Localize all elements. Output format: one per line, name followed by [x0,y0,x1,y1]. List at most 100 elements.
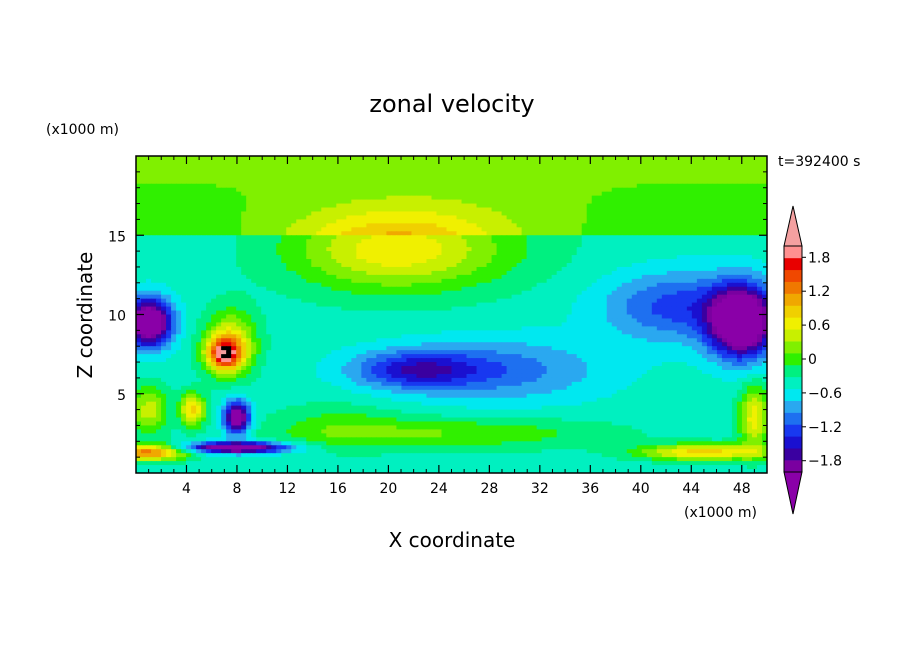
field-cell [301,306,307,312]
field-cell [436,199,443,205]
field-cell [136,306,142,312]
field-cell [571,262,578,268]
field-cell [486,179,493,185]
field-cell [171,259,177,264]
field-cell [601,239,608,244]
field-cell [396,278,403,284]
field-cell [196,171,202,177]
field-cell [436,187,443,193]
field-cell [416,247,423,252]
field-cell [621,274,628,280]
field-cell [721,159,728,165]
field-cell [356,286,362,292]
field-cell [336,195,342,201]
field-cell [261,235,267,240]
field-cell [651,203,658,209]
field-cell [626,270,633,276]
field-cell [346,215,352,220]
field-cell [676,294,683,300]
field-cell [336,270,342,276]
field-cell [511,306,518,312]
field-cell [621,207,628,213]
field-cell [736,294,743,300]
field-cell [576,163,583,169]
field-cell [171,179,177,185]
field-cell [206,199,212,205]
field-cell [136,187,142,193]
field-cell [736,159,743,165]
field-cell [371,171,377,177]
field-cell [611,156,618,161]
field-cell [211,187,217,193]
field-cell [616,251,623,256]
field-cell [366,231,372,236]
field-cell [676,302,683,308]
field-cell [736,167,743,173]
field-cell [721,278,728,284]
field-cell [626,179,633,185]
field-cell [396,274,403,280]
field-cell [171,239,177,244]
field-cell [311,251,317,256]
field-cell [301,274,307,280]
field-cell [306,191,312,197]
field-cell [216,298,222,304]
field-cell [591,199,598,205]
field-cell [251,203,257,209]
field-cell [171,255,177,260]
field-cell [676,183,683,189]
field-cell [396,302,403,308]
field-cell [501,274,508,280]
field-cell [651,290,658,296]
field-cell [461,175,468,181]
field-cell [631,179,638,185]
field-cell [366,199,372,205]
field-cell [696,159,703,165]
field-cell [636,171,643,177]
field-cell [431,239,438,244]
field-cell [211,259,217,264]
field-cell [666,278,673,284]
field-cell [691,163,698,169]
field-cell [211,211,217,217]
field-cell [251,251,257,256]
field-cell [491,298,498,304]
field-cell [551,215,558,220]
field-cell [476,298,483,304]
field-cell [411,274,418,280]
field-cell [701,215,708,220]
field-cell [271,199,277,205]
field-cell [651,191,658,197]
field-cell [521,282,528,288]
field-cell [391,171,398,177]
field-cell [501,231,508,236]
field-cell [171,262,177,268]
field-cell [321,251,327,256]
field-cell [356,302,362,308]
field-cell [321,203,327,209]
field-cell [356,310,362,316]
field-cell [726,247,733,252]
field-cell [571,282,578,288]
field-cell [636,223,643,228]
field-cell [466,227,473,232]
field-cell [741,227,748,232]
field-cell [396,310,403,316]
field-cell [301,282,307,288]
field-cell [296,179,302,185]
field-cell [611,215,618,220]
field-cell [476,239,483,244]
field-cell [176,167,182,173]
field-cell [196,262,202,268]
field-cell [376,235,382,240]
field-cell [661,270,668,276]
field-cell [656,179,663,185]
field-cell [726,203,733,209]
field-cell [236,207,242,213]
field-cell [231,282,237,288]
field-cell [571,306,578,312]
field-cell [366,290,372,296]
field-cell [541,259,548,264]
field-cell [406,262,413,268]
field-cell [621,191,628,197]
